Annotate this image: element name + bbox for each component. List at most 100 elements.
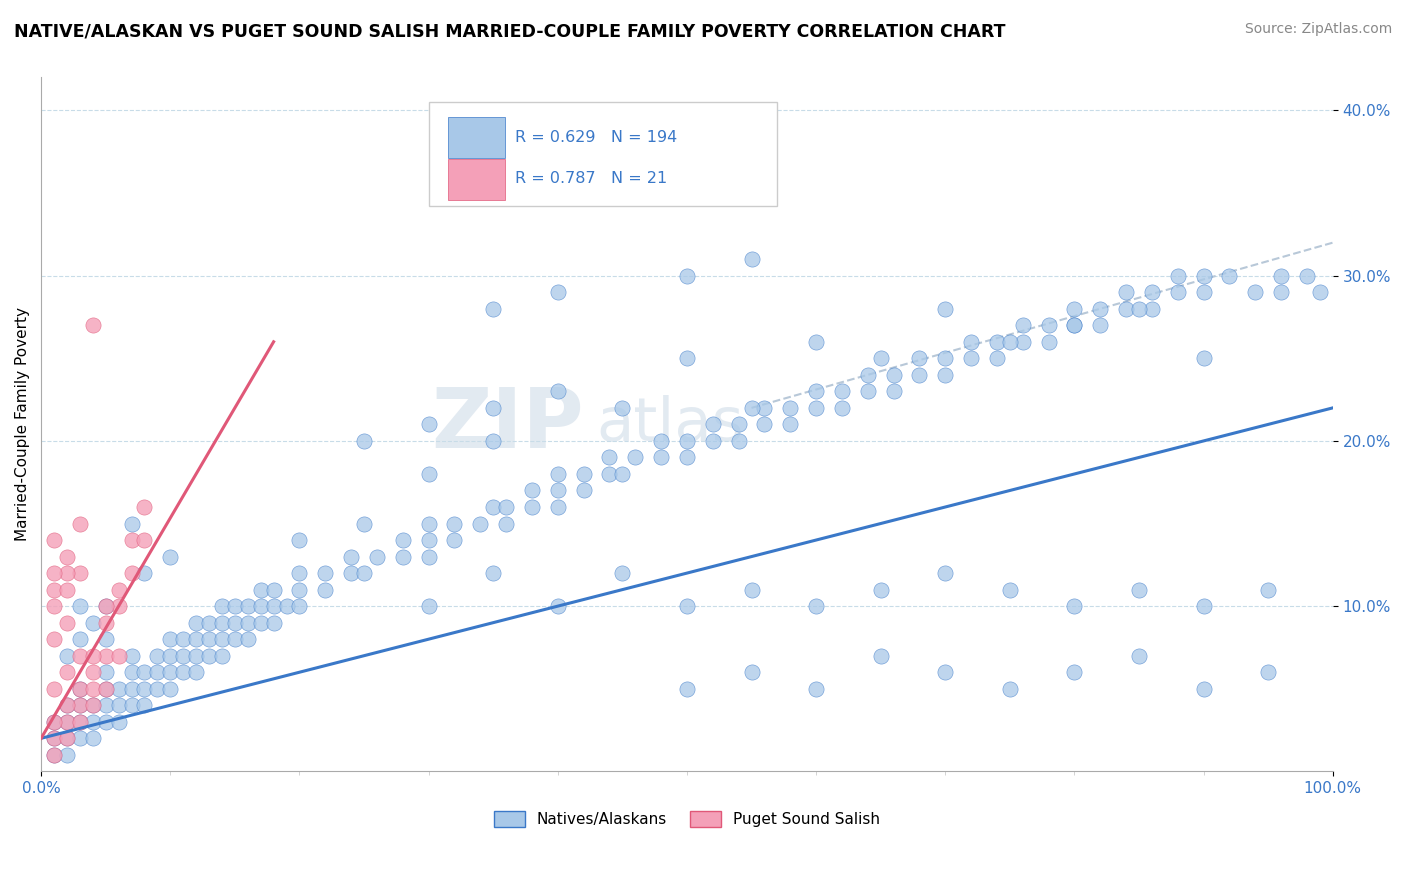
Point	[107, 599, 129, 614]
Point	[676, 434, 699, 448]
Point	[69, 599, 91, 614]
Point	[598, 450, 620, 465]
Legend: Natives/Alaskans, Puget Sound Salish: Natives/Alaskans, Puget Sound Salish	[488, 805, 886, 833]
Point	[198, 648, 221, 663]
Point	[612, 467, 634, 481]
Point	[134, 698, 156, 713]
Text: atlas: atlas	[596, 395, 744, 454]
Point	[856, 384, 879, 399]
Point	[1128, 582, 1150, 597]
Point	[1063, 665, 1085, 680]
Point	[82, 648, 104, 663]
Point	[82, 714, 104, 729]
Point	[869, 648, 891, 663]
Point	[42, 681, 65, 696]
Point	[172, 648, 194, 663]
Point	[249, 615, 271, 630]
Point	[741, 665, 763, 680]
Point	[94, 665, 117, 680]
Point	[418, 417, 440, 432]
Point	[134, 500, 156, 514]
Point	[82, 681, 104, 696]
Point	[702, 417, 724, 432]
Point	[42, 747, 65, 762]
Point	[482, 401, 505, 415]
Point	[1309, 285, 1331, 300]
Point	[366, 549, 388, 564]
Point	[960, 334, 983, 349]
Point	[547, 599, 569, 614]
Point	[159, 665, 181, 680]
Point	[42, 566, 65, 580]
Point	[998, 681, 1021, 696]
Point	[224, 599, 246, 614]
Point	[340, 566, 363, 580]
Point	[146, 665, 169, 680]
Point	[263, 599, 285, 614]
Point	[831, 401, 853, 415]
Point	[134, 665, 156, 680]
Point	[134, 533, 156, 547]
Point	[495, 516, 517, 531]
Point	[1270, 285, 1292, 300]
Point	[804, 334, 827, 349]
Point	[56, 665, 79, 680]
Point	[82, 698, 104, 713]
Point	[1218, 268, 1240, 283]
Point	[121, 533, 143, 547]
Point	[934, 301, 956, 316]
Point	[236, 615, 259, 630]
Point	[612, 136, 634, 151]
Point	[56, 566, 79, 580]
Point	[804, 681, 827, 696]
Point	[82, 698, 104, 713]
Point	[121, 665, 143, 680]
Point	[702, 434, 724, 448]
Point	[856, 368, 879, 382]
Point	[443, 516, 465, 531]
Point	[211, 632, 233, 647]
Point	[249, 582, 271, 597]
Point	[804, 599, 827, 614]
Point	[391, 533, 413, 547]
Point	[598, 467, 620, 481]
Point	[353, 566, 375, 580]
Point	[121, 648, 143, 663]
Point	[495, 500, 517, 514]
Point	[224, 615, 246, 630]
Point	[676, 450, 699, 465]
Point	[1192, 285, 1215, 300]
Point	[741, 582, 763, 597]
Point	[547, 384, 569, 399]
Point	[741, 169, 763, 184]
Point	[650, 450, 672, 465]
Point	[804, 401, 827, 415]
Point	[520, 500, 543, 514]
Point	[211, 615, 233, 630]
Point	[1090, 318, 1112, 333]
Point	[56, 582, 79, 597]
Point	[94, 698, 117, 713]
Point	[107, 681, 129, 696]
Point	[353, 434, 375, 448]
Point	[172, 665, 194, 680]
Point	[42, 533, 65, 547]
Point	[121, 698, 143, 713]
Point	[869, 351, 891, 366]
Point	[42, 632, 65, 647]
Point	[418, 467, 440, 481]
Point	[727, 417, 749, 432]
Text: R = 0.629   N = 194: R = 0.629 N = 194	[515, 129, 678, 145]
Point	[1115, 285, 1137, 300]
Point	[121, 566, 143, 580]
Point	[42, 731, 65, 746]
Point	[69, 698, 91, 713]
Point	[520, 483, 543, 498]
Point	[908, 351, 931, 366]
Point	[121, 516, 143, 531]
Point	[121, 681, 143, 696]
Point	[418, 533, 440, 547]
Point	[56, 698, 79, 713]
Point	[69, 714, 91, 729]
Point	[547, 285, 569, 300]
